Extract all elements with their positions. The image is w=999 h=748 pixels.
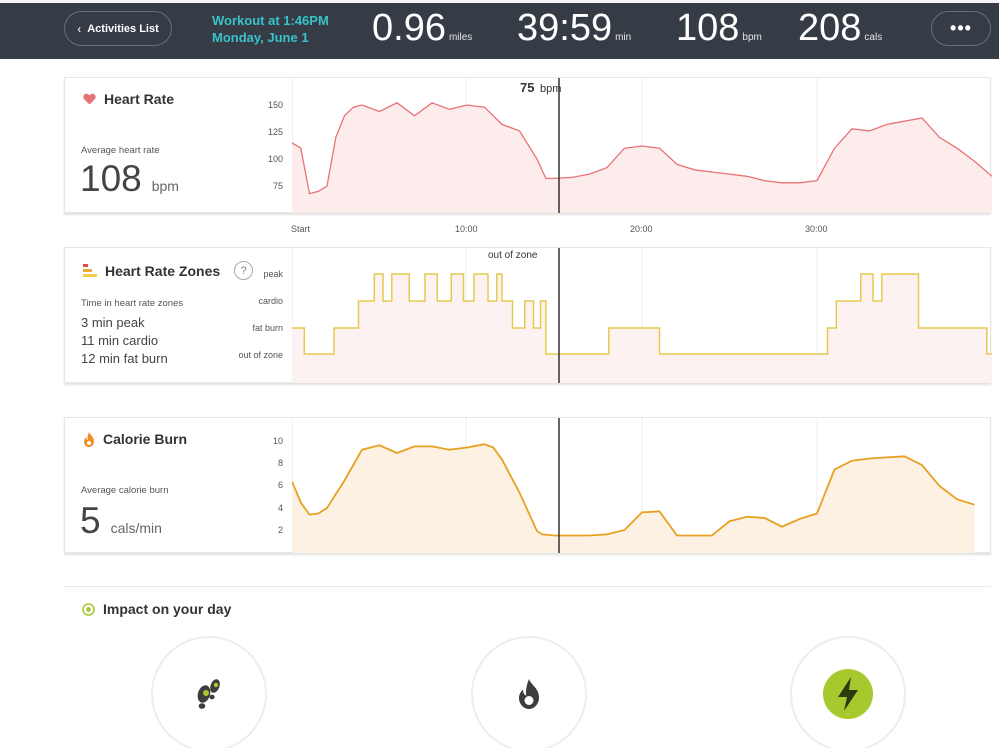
x-tick-start: Start: [291, 224, 311, 234]
calorie-title-text: Calorie Burn: [103, 431, 188, 447]
heart-rate-zones-card: Heart Rate Zones ? Time in heart rate zo…: [64, 247, 992, 383]
calorie-line: [292, 443, 975, 537]
stat-calories-unit: cals: [864, 32, 883, 43]
flame-icon: [519, 679, 539, 709]
hr-y-tick: 150: [267, 100, 283, 110]
zone-cardio-time: 11 min cardio: [81, 333, 159, 348]
heart-rate-card: Heart Rate Average heart rate 108 bpm 15…: [64, 77, 992, 213]
calorie-chart[interactable]: [292, 418, 992, 553]
average-heart-rate-unit: bpm: [151, 178, 179, 194]
stat-heart-rate: 108 bpm: [676, 7, 762, 50]
impact-calories[interactable]: [471, 636, 587, 748]
stat-calories-value: 208: [798, 7, 862, 49]
stat-distance-value: 0.96: [372, 7, 446, 49]
average-calorie-burn: 5 cals/min: [80, 500, 162, 542]
heart-rate-line: [292, 102, 992, 195]
stat-distance-unit: miles: [448, 32, 473, 43]
zone-fatburn-time: 12 min fat burn: [81, 351, 168, 366]
heart-rate-chart[interactable]: 75 bpm: [292, 78, 992, 213]
target-icon: [82, 602, 95, 616]
zones-title-text: Heart Rate Zones: [105, 262, 221, 279]
steps-icon: [197, 679, 220, 709]
activities-list-label: Activities List: [87, 22, 159, 35]
calorie-burn-card: Calorie Burn Average calorie burn 5 cals…: [64, 417, 991, 553]
average-calorie-unit: cals/min: [110, 520, 162, 536]
active-minutes-icon: [823, 669, 873, 719]
x-tick-10: 10:00: [455, 224, 478, 234]
calorie-area: [292, 444, 975, 553]
average-heart-rate: 108 bpm: [80, 158, 179, 200]
stat-heart-rate-unit: bpm: [742, 32, 762, 43]
stat-calories: 208 cals: [798, 7, 882, 50]
cal-y-tick: 6: [277, 480, 283, 490]
cursor-unit: bpm: [540, 83, 561, 95]
hr-y-tick: 100: [267, 154, 283, 164]
zone-y-label: out of zone: [238, 350, 283, 360]
average-calorie-label: Average calorie burn: [81, 485, 169, 496]
workout-time: Workout at 1:46PM: [212, 13, 329, 28]
hr-y-tick: 125: [267, 127, 283, 137]
calorie-title: Calorie Burn: [83, 431, 187, 447]
zones-line: [292, 273, 992, 355]
more-icon: •••: [950, 18, 972, 38]
calorie-summary: Calorie Burn Average calorie burn 5 cals…: [65, 418, 292, 552]
zones-chart[interactable]: out of zone: [292, 248, 992, 383]
cal-y-tick: 4: [277, 503, 283, 513]
more-options-button[interactable]: •••: [931, 11, 991, 46]
stat-heart-rate-value: 108: [676, 7, 740, 49]
zone-y-label: peak: [263, 269, 283, 279]
x-tick-30: 30:00: [805, 224, 828, 234]
hr-y-tick: 75: [272, 181, 283, 191]
zones-title: Heart Rate Zones ?: [83, 261, 254, 280]
stat-duration-value: 39:59: [517, 7, 613, 49]
flame-icon: [84, 431, 94, 447]
cursor-zone-label: out of zone: [488, 250, 538, 261]
cal-y-tick: 2: [277, 525, 283, 535]
workout-date: Monday, June 1: [212, 30, 309, 45]
zone-y-label: fat burn: [252, 323, 283, 333]
help-icon[interactable]: ?: [234, 261, 254, 280]
average-heart-rate-label: Average heart rate: [81, 145, 160, 156]
heart-rate-title: Heart Rate: [83, 91, 174, 107]
workout-header: ‹ Activities List Workout at 1:46PM Mond…: [0, 0, 999, 59]
stat-duration-unit: min: [615, 32, 632, 43]
stat-distance: 0.96 miles: [372, 7, 472, 50]
heart-icon: [83, 93, 96, 105]
impact-title-text: Impact on your day: [103, 601, 232, 617]
zones-summary: Heart Rate Zones ? Time in heart rate zo…: [65, 248, 292, 382]
average-heart-rate-value: 108: [80, 158, 142, 199]
section-divider: [64, 586, 991, 587]
cursor-value: 75: [520, 80, 534, 95]
heart-rate-summary: Heart Rate Average heart rate 108 bpm 15…: [65, 78, 292, 212]
x-tick-20: 20:00: [630, 224, 653, 234]
cal-y-tick: 10: [272, 436, 283, 446]
zone-y-label: cardio: [258, 296, 283, 306]
activities-list-button[interactable]: ‹ Activities List: [64, 11, 172, 46]
chevron-left-icon: ‹: [77, 21, 82, 36]
stat-duration: 39:59 min: [517, 7, 631, 50]
workout-title: Workout at 1:46PM Monday, June 1: [212, 12, 329, 46]
impact-title: Impact on your day: [82, 601, 231, 617]
impact-active-minutes[interactable]: [790, 636, 906, 748]
zones-icon: [83, 264, 97, 277]
average-calorie-value: 5: [80, 500, 101, 541]
cal-y-tick: 8: [277, 458, 283, 468]
zones-sub-label: Time in heart rate zones: [81, 298, 184, 309]
heart-rate-title-text: Heart Rate: [104, 91, 175, 107]
zone-peak-time: 3 min peak: [81, 315, 145, 330]
heart-rate-area: [292, 102, 992, 213]
impact-steps[interactable]: [151, 636, 267, 748]
